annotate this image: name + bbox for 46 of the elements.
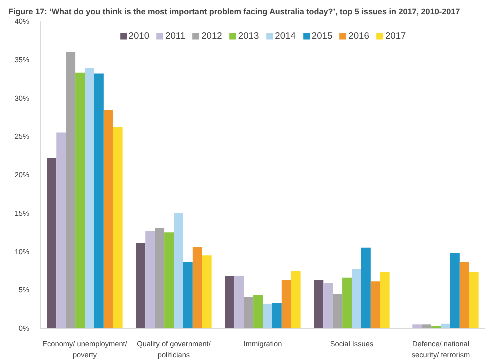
bar	[174, 213, 184, 328]
bar	[254, 295, 263, 328]
bar	[76, 72, 85, 328]
bar	[155, 228, 165, 328]
bar	[94, 74, 104, 328]
bar	[56, 132, 66, 328]
bar	[113, 127, 123, 328]
bar	[146, 231, 156, 328]
bar	[380, 272, 390, 328]
legend-label: 2015	[312, 31, 333, 41]
legend-label: 2013	[238, 31, 260, 41]
bar	[272, 303, 282, 328]
bar	[422, 324, 432, 328]
legend-label: 2012	[202, 31, 222, 41]
bar	[352, 269, 362, 328]
bar	[314, 280, 324, 328]
bar	[469, 272, 479, 328]
bar	[450, 253, 460, 328]
bar	[263, 304, 272, 328]
legend-label: 2017	[385, 31, 406, 41]
bar	[291, 270, 301, 328]
bar	[324, 283, 334, 328]
bar	[85, 68, 94, 328]
bar	[412, 324, 422, 328]
bar	[460, 262, 470, 328]
bar	[183, 262, 193, 328]
bar	[202, 256, 212, 328]
bar	[342, 278, 352, 328]
bar	[225, 276, 235, 328]
bar	[244, 297, 254, 328]
chart-title: Figure 17: ‘What do you think is the most important problem facing Australia today?’, top 5 issues in 2017, 2010-2017	[8, 8, 461, 16]
bar	[234, 276, 244, 328]
legend-label: 2014	[275, 31, 296, 41]
bar	[104, 110, 114, 328]
legend-label: 2011	[166, 31, 186, 41]
bar	[164, 232, 174, 328]
bar	[136, 243, 146, 328]
bar	[192, 247, 202, 328]
bar	[282, 280, 292, 328]
bar	[370, 282, 380, 328]
legend-label: 2010	[128, 31, 150, 41]
bar	[66, 52, 76, 328]
bar	[361, 248, 371, 328]
legend-label: 2016	[348, 31, 370, 41]
bar	[47, 158, 57, 328]
bar	[333, 294, 343, 328]
